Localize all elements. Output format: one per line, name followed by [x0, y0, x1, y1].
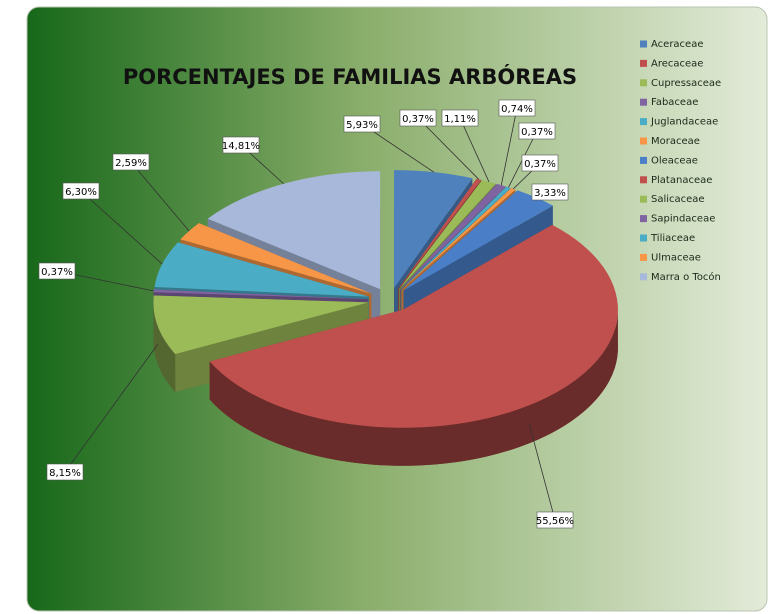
slice	[398, 178, 482, 289]
legend-label: Juglandaceae	[650, 117, 718, 128]
data-label: 3,33%	[534, 188, 566, 199]
legend-swatch	[640, 40, 647, 48]
slice	[153, 289, 369, 300]
data-label: 8,15%	[49, 468, 81, 479]
leader-line	[459, 117, 490, 182]
legend-swatch	[640, 59, 647, 67]
slice	[180, 223, 372, 294]
slice	[403, 190, 553, 291]
legend-label: Tiliaceae	[650, 233, 695, 244]
data-label-box	[531, 183, 569, 201]
legend-label: Marra o Tocón	[651, 271, 721, 283]
legend-swatch	[640, 118, 647, 126]
data-label-box	[62, 182, 100, 200]
legend-swatch	[640, 176, 647, 184]
data-label: 5,93%	[346, 120, 378, 131]
legend-label: Ulmaceae	[651, 252, 701, 263]
data-label-box	[112, 153, 150, 171]
slice	[153, 295, 369, 355]
slice	[400, 183, 506, 290]
slice	[207, 171, 381, 290]
legend-swatch	[640, 137, 647, 145]
legend-label: Sapindaceae	[651, 214, 715, 225]
legend-swatch	[640, 156, 647, 164]
data-label: 0,37%	[41, 267, 73, 278]
slice	[394, 170, 473, 289]
slice	[401, 186, 511, 290]
legend-label: Cupressaceae	[651, 78, 721, 89]
pie	[153, 170, 618, 466]
legend-swatch	[640, 253, 647, 261]
leader-line	[528, 424, 556, 521]
data-label-box	[518, 122, 556, 140]
data-label-box	[536, 511, 574, 529]
data-label: 0,74%	[501, 104, 533, 115]
slice	[154, 242, 369, 297]
data-label: 14,81%	[222, 141, 260, 152]
leader-line	[500, 107, 518, 186]
data-label-box	[38, 262, 76, 280]
data-label: 2,59%	[115, 158, 147, 169]
legend-swatch	[640, 273, 647, 281]
data-label-box	[46, 463, 84, 481]
legend-label: Fabaceae	[651, 97, 698, 108]
legend-swatch	[640, 234, 647, 242]
data-label: 0,37%	[402, 114, 434, 125]
legend-label: Platanaceae	[651, 175, 712, 186]
data-label-box	[399, 109, 437, 127]
legend: Aceraceae Arecaceae Cupressaceae Fabaceae Ju…	[640, 39, 721, 283]
data-label: 6,30%	[65, 187, 97, 198]
data-label-box	[441, 109, 479, 127]
legend-swatch	[640, 215, 647, 223]
leader-line	[80, 190, 163, 265]
legend-swatch	[640, 79, 647, 87]
data-label: 0,37%	[524, 159, 556, 170]
legend-label: Moraceae	[651, 136, 700, 147]
legend-label: Arecaceae	[651, 58, 703, 69]
legend-label: Salicaceae	[651, 194, 705, 205]
data-label-box	[521, 154, 559, 172]
leader-line	[64, 344, 158, 473]
slice	[209, 224, 618, 428]
slice-wall	[209, 309, 618, 466]
leader-line	[417, 117, 480, 180]
data-label: 55,56%	[536, 516, 574, 527]
data-label-box	[343, 115, 381, 133]
leader-line	[130, 161, 190, 232]
slice-wall	[153, 302, 176, 393]
data-label-box	[222, 136, 260, 154]
slice	[399, 180, 496, 290]
slice	[401, 188, 516, 290]
legend-swatch	[640, 195, 647, 203]
legend-label: Aceraceae	[651, 39, 704, 50]
data-label-box	[498, 99, 536, 117]
chart-title: PORCENTAJES DE FAMILIAS ARBÓREAS	[123, 64, 577, 89]
legend-label: Oleaceae	[651, 155, 698, 166]
data-label: 1,11%	[444, 114, 476, 125]
legend-swatch	[640, 98, 647, 106]
data-label: 0,37%	[521, 127, 553, 138]
data-labels: 5,93% 0,37% 1,11% 0,74% 0,37% 0,37% 3,33% 55,56…	[38, 99, 574, 529]
